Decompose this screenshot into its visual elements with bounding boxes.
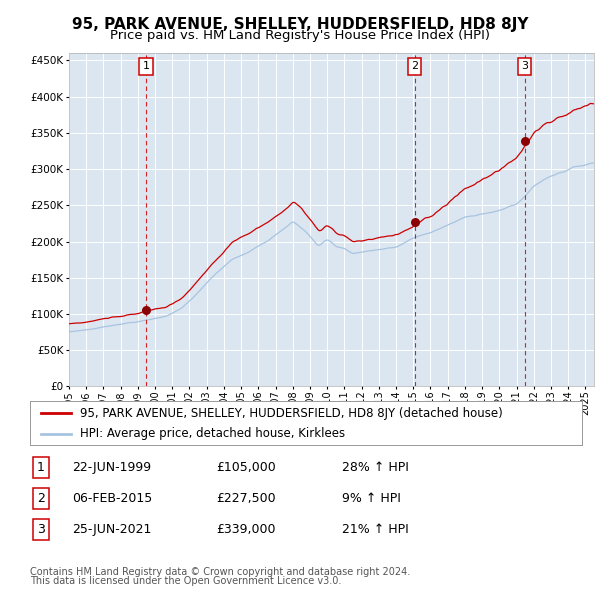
- Text: HPI: Average price, detached house, Kirklees: HPI: Average price, detached house, Kirk…: [80, 427, 345, 440]
- Text: 1: 1: [142, 61, 149, 71]
- Text: 95, PARK AVENUE, SHELLEY, HUDDERSFIELD, HD8 8JY: 95, PARK AVENUE, SHELLEY, HUDDERSFIELD, …: [72, 17, 528, 31]
- Text: 95, PARK AVENUE, SHELLEY, HUDDERSFIELD, HD8 8JY (detached house): 95, PARK AVENUE, SHELLEY, HUDDERSFIELD, …: [80, 407, 502, 419]
- Text: 25-JUN-2021: 25-JUN-2021: [72, 523, 151, 536]
- Text: £339,000: £339,000: [216, 523, 275, 536]
- Text: 21% ↑ HPI: 21% ↑ HPI: [342, 523, 409, 536]
- Text: 28% ↑ HPI: 28% ↑ HPI: [342, 461, 409, 474]
- Text: £105,000: £105,000: [216, 461, 276, 474]
- Text: Price paid vs. HM Land Registry's House Price Index (HPI): Price paid vs. HM Land Registry's House …: [110, 30, 490, 42]
- Text: This data is licensed under the Open Government Licence v3.0.: This data is licensed under the Open Gov…: [30, 576, 341, 586]
- Text: 3: 3: [37, 523, 45, 536]
- Text: 9% ↑ HPI: 9% ↑ HPI: [342, 492, 401, 505]
- Text: 2: 2: [411, 61, 418, 71]
- Text: Contains HM Land Registry data © Crown copyright and database right 2024.: Contains HM Land Registry data © Crown c…: [30, 567, 410, 577]
- Text: 1: 1: [37, 461, 45, 474]
- Text: 22-JUN-1999: 22-JUN-1999: [72, 461, 151, 474]
- Text: 3: 3: [521, 61, 529, 71]
- Text: 2: 2: [37, 492, 45, 505]
- Text: 06-FEB-2015: 06-FEB-2015: [72, 492, 152, 505]
- Text: £227,500: £227,500: [216, 492, 275, 505]
